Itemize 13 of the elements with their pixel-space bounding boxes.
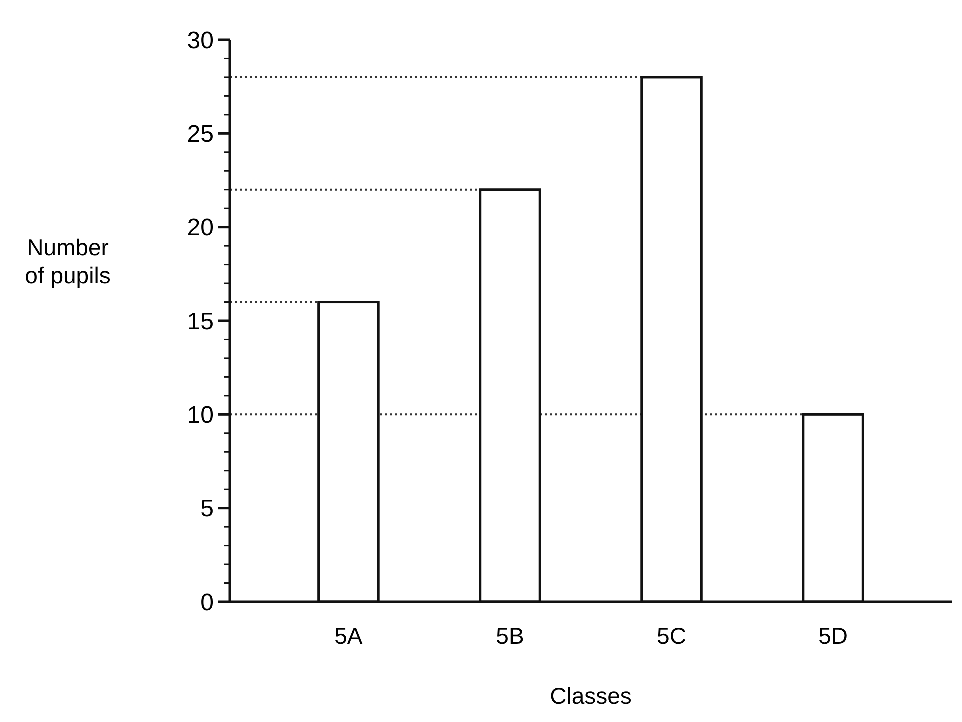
y-tick-label: 15 — [187, 308, 214, 336]
y-tick-label: 5 — [200, 496, 214, 523]
y-tick-label: 20 — [187, 214, 214, 242]
y-axis-title: Number of pupils — [25, 234, 111, 288]
y-tick-label: 10 — [187, 402, 214, 430]
x-axis-title: Classes — [550, 683, 632, 709]
x-tick-label: 5C — [657, 623, 686, 649]
y-tick-label: 0 — [200, 589, 214, 616]
x-tick-label: 5A — [334, 623, 364, 649]
x-tick-label: 5D — [818, 623, 848, 649]
y-tick-label: 25 — [187, 121, 214, 148]
x-tick-label: 5B — [496, 623, 524, 649]
y-tick-label: 30 — [187, 27, 214, 54]
